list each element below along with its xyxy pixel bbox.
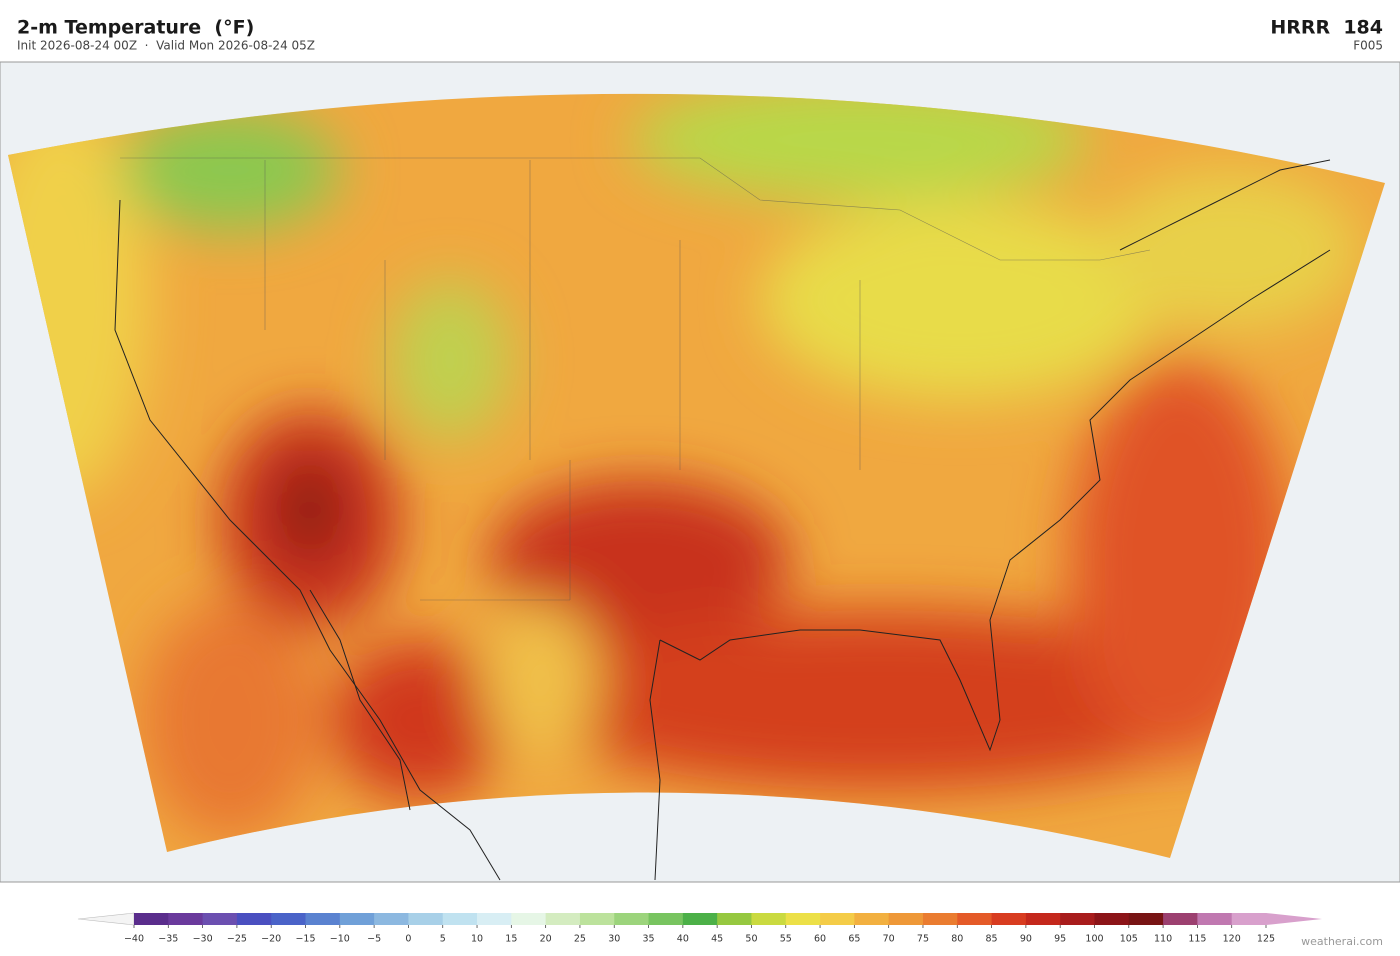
colorbar-tick-label: 105 [1120, 934, 1138, 945]
colorbar-segment [751, 913, 787, 925]
colorbar-segment [202, 913, 238, 925]
colorbar-segment [1163, 913, 1198, 925]
colorbar-tick-label: 25 [574, 934, 586, 945]
colorbar-segment [168, 913, 204, 925]
colorbar-segment [1025, 913, 1061, 925]
colorbar-segment [991, 913, 1027, 925]
colorbar-under [77, 912, 135, 926]
colorbar-segment [477, 913, 512, 925]
colorbar-segment [134, 913, 169, 925]
colorbar-tick-label: 100 [1085, 934, 1103, 945]
colorbar-tick-label: 125 [1257, 934, 1275, 945]
colorbar-tick-label: −15 [295, 934, 315, 945]
colorbar-segment [511, 913, 547, 925]
colorbar-segment [1094, 913, 1130, 925]
colorbar-tick-label: 95 [1054, 934, 1066, 945]
colorbar-segment [1060, 913, 1095, 925]
colorbar-segment [922, 913, 958, 925]
colorbar-tick-label: −20 [261, 934, 281, 945]
colorbar-tick-label: 45 [711, 934, 723, 945]
colorbar-tick-label: −5 [367, 934, 381, 945]
temperature-field [8, 93, 1385, 858]
coastlines [114, 159, 1331, 881]
colorbar-segment [545, 913, 581, 925]
colorbar-tick-label: −40 [124, 934, 144, 945]
title: 2-m Temperature (°F) [17, 17, 254, 39]
colorbar-tick-label: 40 [677, 934, 689, 945]
colorbar-tick-label: 80 [951, 934, 963, 945]
colorbar-tick-label: 10 [471, 934, 483, 945]
colorbar-tick-label: 65 [848, 934, 860, 945]
colorbar-tick-label: 60 [814, 934, 826, 945]
forecast-hour: F005 [1353, 39, 1383, 53]
colorbar-segment [339, 913, 375, 925]
colorbar-segment [305, 913, 341, 925]
colorbar-tick-label: 75 [917, 934, 929, 945]
model-run: HRRR 184 [1270, 17, 1383, 39]
colorbar-segment [1197, 913, 1233, 925]
colorbar-tick-label: 90 [1020, 934, 1032, 945]
colorbar-segment [888, 913, 924, 925]
colorbar-segment [648, 913, 684, 925]
colorbar-tick-label: 30 [608, 934, 620, 945]
colorbar-tick-label: 15 [505, 934, 517, 945]
colorbar-over [1266, 913, 1322, 925]
colorbar-segment [1128, 913, 1164, 925]
colorbar-tick-label: 35 [642, 934, 654, 945]
colorbar-tick-label: 5 [440, 934, 446, 945]
attribution: weatherai.com [1301, 935, 1383, 948]
colorbar-tick-label: −25 [227, 934, 247, 945]
colorbar-segment [374, 913, 409, 925]
colorbar-tick-label: 20 [540, 934, 552, 945]
colorbar-segment [1231, 913, 1267, 925]
colorbar-tick-label: 70 [883, 934, 895, 945]
colorbar-segment [717, 913, 752, 925]
colorbar-segment [820, 913, 855, 925]
colorbar-tick-label: 0 [405, 934, 411, 945]
colorbar-tick-label: −35 [158, 934, 178, 945]
colorbar: −40 −35 −30 −25 −20 −15 −10 −5 0 5 10 15 20 25 30 35 40 4… [77, 912, 1322, 945]
colorbar-tick-label: 85 [986, 934, 998, 945]
colorbar-segment [408, 913, 444, 925]
colorbar-tick-label: 120 [1223, 934, 1241, 945]
colorbar-tick-label: 50 [745, 934, 757, 945]
colorbar-segment [854, 913, 890, 925]
colorbar-segment [271, 913, 306, 925]
colorbar-segment [236, 913, 272, 925]
colorbar-segment [785, 913, 821, 925]
colorbar-tick-label: 115 [1188, 934, 1206, 945]
subtitle: Init 2026-08-24 00Z · Valid Mon 2026-08-… [17, 39, 315, 53]
colorbar-segment [614, 913, 649, 925]
colorbar-segment [442, 913, 478, 925]
colorbar-segment [579, 913, 615, 925]
colorbar-segment [682, 913, 718, 925]
colorbar-tick-label: −10 [330, 934, 350, 945]
colorbar-segment [957, 913, 992, 925]
colorbar-tick-label: 110 [1154, 934, 1172, 945]
borders [120, 157, 1151, 601]
colorbar-tick-label: 55 [780, 934, 792, 945]
colorbar-tick-label: −30 [193, 934, 213, 945]
